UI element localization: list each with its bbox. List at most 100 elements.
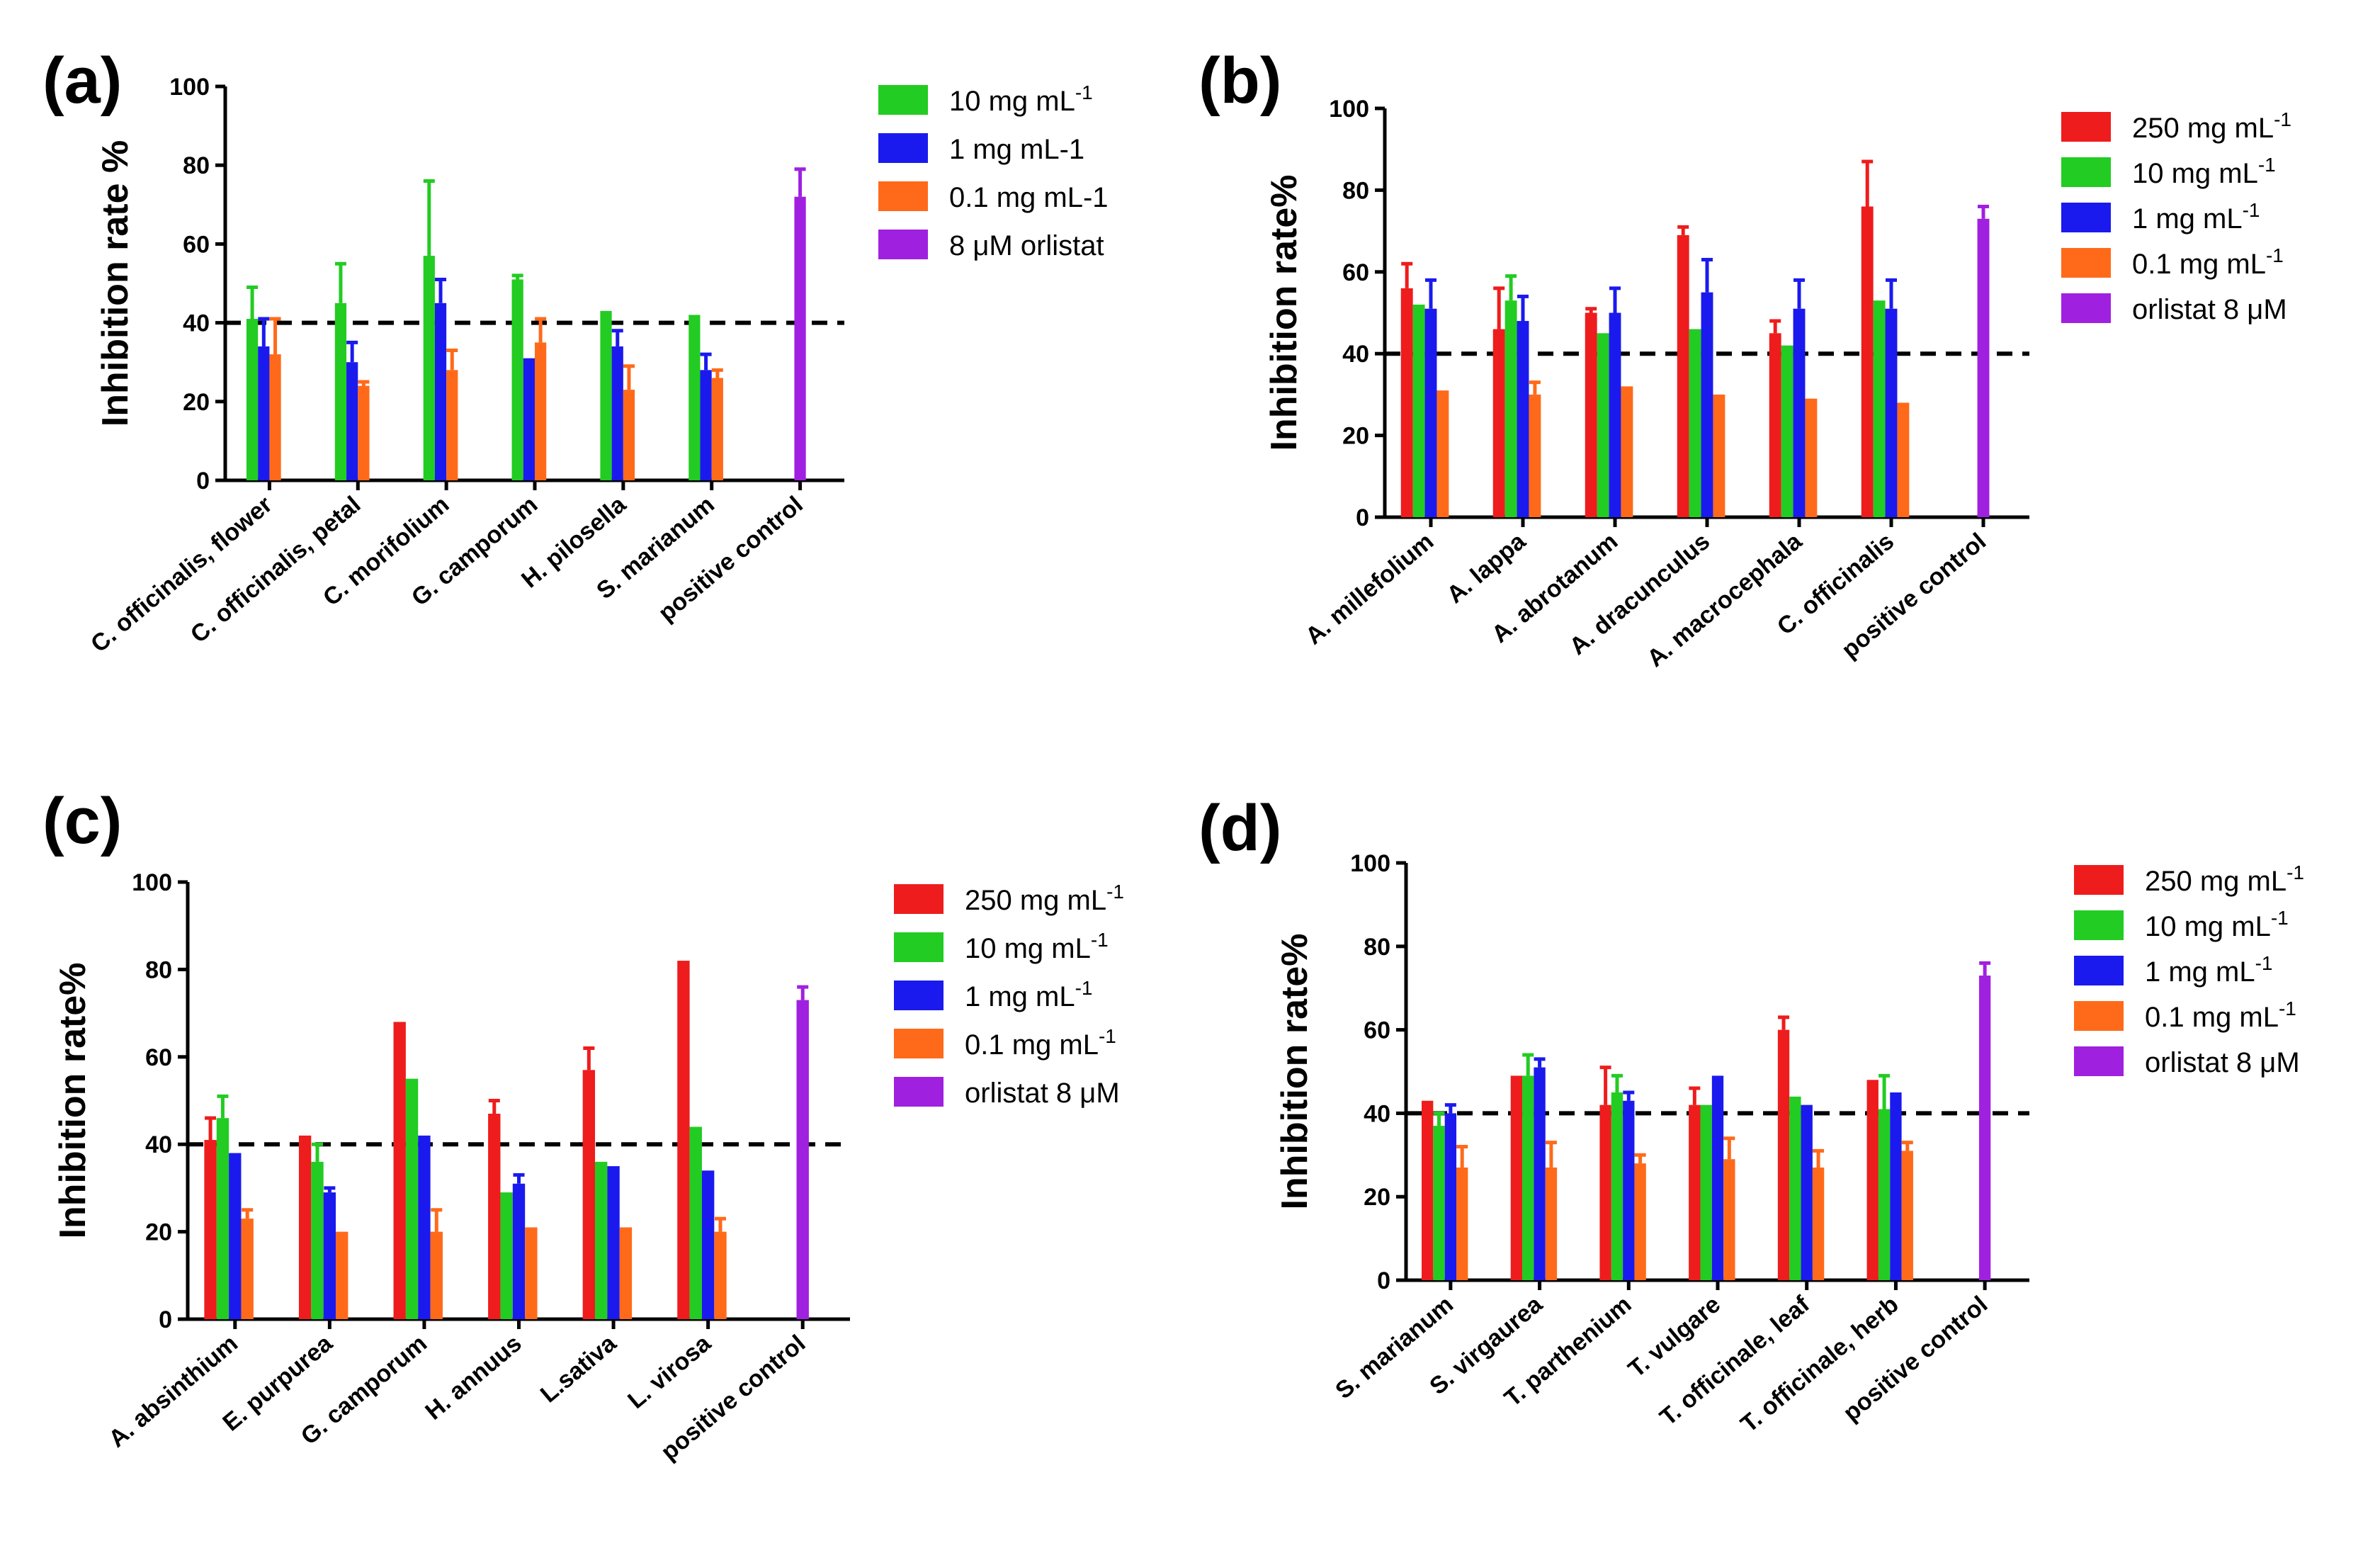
bar [229,1153,242,1319]
legend-swatch [894,1077,944,1107]
bar [1634,1163,1646,1280]
legend-swatch [894,981,944,1010]
bar [311,1161,324,1319]
bar [1456,1167,1468,1280]
bar [1444,1113,1457,1280]
y-tick-label: 20 [183,389,210,416]
y-tick-label: 60 [145,1044,172,1071]
bar [298,1135,312,1319]
y-tick-label: 20 [1342,423,1369,450]
category-label: L. virosa [623,1329,716,1414]
bar [1677,235,1689,517]
bar [204,1140,217,1319]
y-tick-label: 100 [132,869,172,896]
bar [1713,394,1726,517]
bar [1866,1080,1878,1280]
bar [1878,1109,1891,1280]
legend-label: 1 mg mL-1 [2132,199,2260,235]
legend-label: 10 mg mL-1 [2132,154,2276,189]
bar [1529,394,1541,517]
category-label: A. absinthium [103,1330,243,1453]
category-label: H. annuus [420,1330,526,1425]
bar [1897,402,1910,517]
bar [1623,1100,1635,1280]
bar [623,390,635,480]
panel-c: (c) Inhibition rate% 0 20 40 60 80 100 A. absint… [42,785,1124,1466]
legend-swatch [2061,112,2111,142]
panel-label: (c) [42,785,122,857]
bar [1599,1104,1611,1280]
bar [1890,1092,1902,1280]
bar [334,303,347,480]
bar [1422,1100,1434,1280]
bar [523,358,535,480]
legend-swatch [878,181,928,211]
bar [512,1183,526,1319]
legend-swatch [2061,293,2111,323]
category-label: L.sativa [536,1329,622,1408]
bar [1400,288,1413,517]
bar [246,319,259,480]
bar [619,1227,633,1319]
bar [269,354,281,480]
y-tick-label: 80 [1364,934,1390,961]
legend-swatch [894,884,944,914]
bar [525,1227,538,1319]
legend-label: 10 mg mL-1 [2145,907,2289,942]
bar [1492,329,1505,517]
bar [1977,218,1990,517]
legend-swatch [2061,157,2111,187]
bar [346,362,358,480]
y-axis-label: Inhibition rate% [1264,175,1305,451]
y-tick-label: 80 [183,152,210,179]
panel-label: (a) [42,45,122,117]
bar [336,1231,348,1319]
bar [1861,206,1874,517]
bar [711,378,723,480]
bar [446,370,458,480]
legend-swatch [2074,956,2124,985]
y-tick-label: 20 [145,1219,172,1246]
legend-label: 8 μM orlistat [949,230,1104,261]
bar [1781,345,1794,517]
legend-label: 10 mg mL-1 [965,929,1109,964]
bar [1436,390,1449,517]
bar [1723,1159,1735,1280]
bar [1885,308,1898,517]
bar [1609,312,1621,517]
legend-swatch [2074,910,2124,940]
category-label: A. macrocephala [1642,527,1808,672]
y-tick-label: 0 [1356,504,1369,531]
bar [611,346,623,480]
y-tick-label: 40 [183,310,210,337]
panel-label: (d) [1198,792,1281,864]
bar [1517,321,1529,517]
bar [1793,308,1806,517]
panel-b: (b) Inhibition rate% 0 20 40 60 80 100 A. millef… [1198,45,2291,672]
legend-swatch [2074,865,2124,895]
bar [216,1118,230,1319]
legend-swatch [894,932,944,962]
bar [418,1135,431,1319]
bar [1901,1151,1913,1280]
legend-swatch [894,1029,944,1058]
legend-label: 250 mg mL-1 [2132,108,2291,144]
legend-swatch [878,230,928,259]
bar [241,1219,254,1319]
bar [1805,398,1818,517]
legend-label: 0.1 mg mL-1 [2145,998,2296,1033]
bar [1585,312,1597,517]
bar [1433,1126,1445,1280]
y-tick-label: 60 [183,231,210,258]
bar [1978,976,1991,1280]
bar [1510,1075,1523,1280]
y-tick-label: 0 [1377,1267,1390,1294]
legend-swatch [2074,1001,2124,1031]
bar [1700,1104,1712,1280]
bar [794,196,806,480]
y-tick-label: 40 [145,1131,172,1158]
legend-label: 1 mg mL-1 [2145,952,2273,988]
bar [714,1231,727,1319]
y-tick-label: 60 [1342,259,1369,286]
